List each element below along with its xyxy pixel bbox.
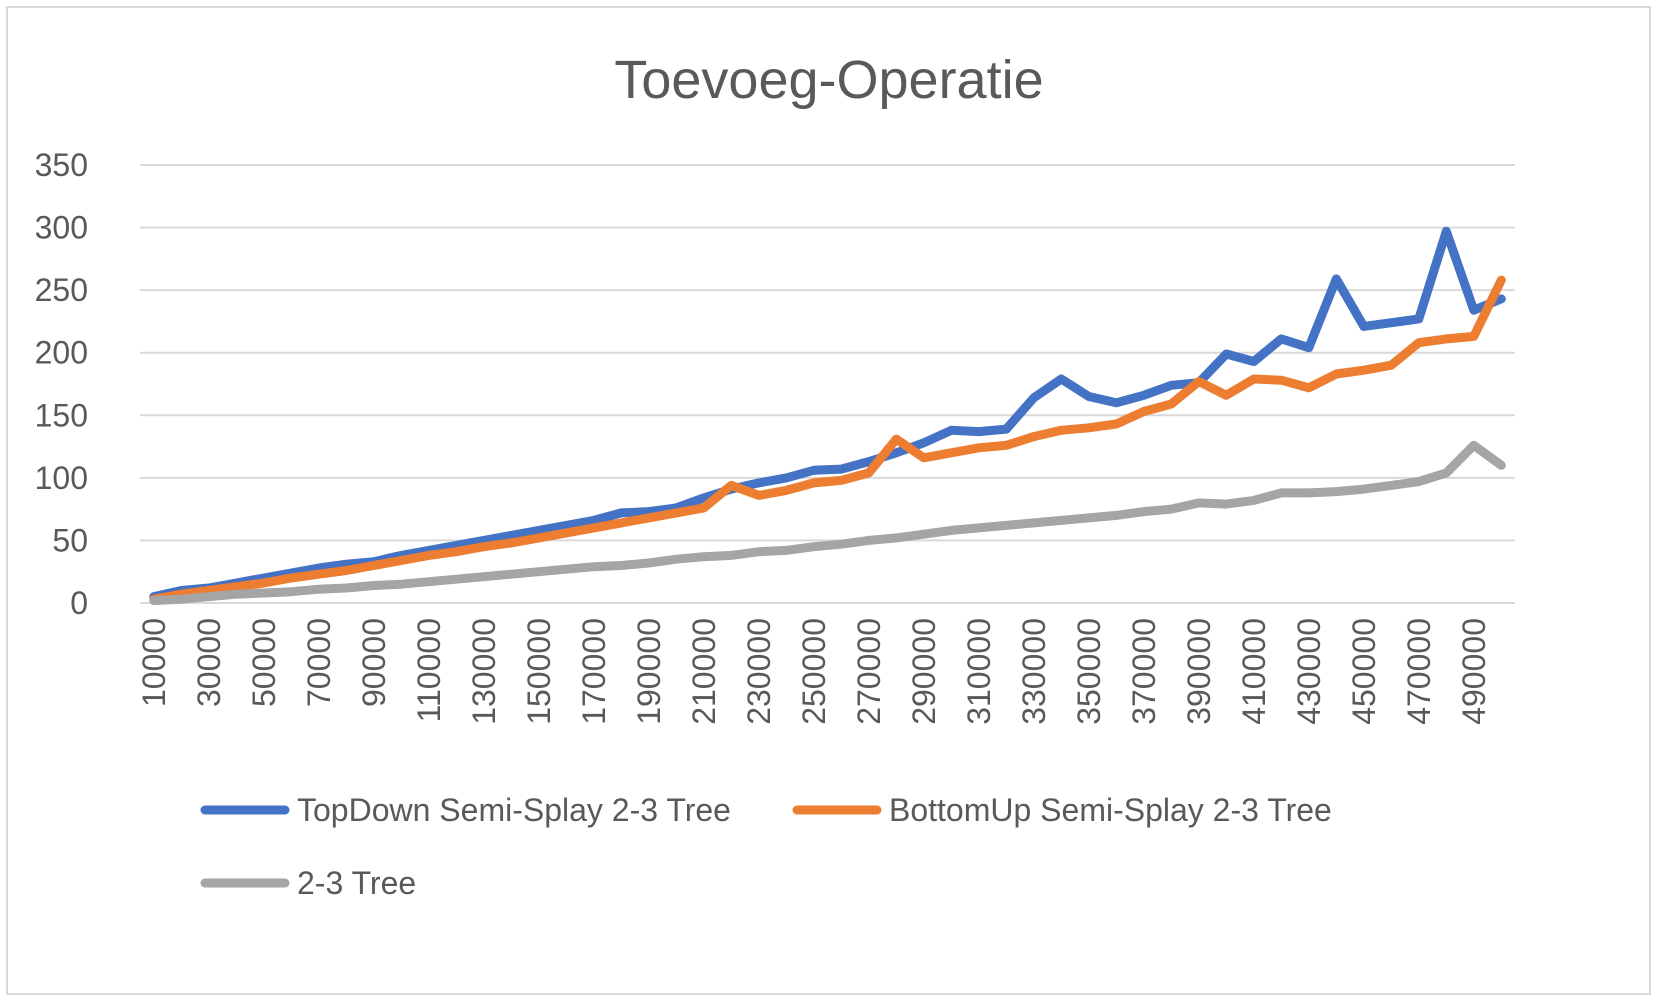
gridlines (140, 164, 1515, 604)
x-tick-label: 390000 (1181, 618, 1217, 725)
x-tick-label: 230000 (741, 618, 777, 725)
x-axis: 10000 30000 50000 70000 90000 110000 130000 150… (136, 618, 1492, 725)
x-tick-label: 470000 (1401, 618, 1437, 725)
legend-label-2: 2-3 Tree (297, 865, 416, 901)
x-tick-label: 490000 (1456, 618, 1492, 725)
x-tick-label: 190000 (631, 618, 667, 725)
series-line-1 (149, 275, 1506, 604)
x-tick-label: 450000 (1346, 618, 1382, 725)
y-tick-label: 350 (35, 147, 88, 183)
y-tick-label: 100 (35, 460, 88, 496)
x-tick-label: 90000 (356, 618, 392, 707)
x-tick-label: 10000 (136, 618, 172, 707)
y-tick-label: 150 (35, 397, 88, 433)
x-tick-label: 290000 (906, 618, 942, 725)
chart-frame (6, 6, 1651, 995)
x-tick-label: 150000 (521, 618, 557, 725)
x-tick-label: 130000 (466, 618, 502, 725)
y-tick-label: 0 (70, 585, 88, 621)
x-tick-label: 50000 (246, 618, 282, 707)
x-tick-label: 370000 (1126, 618, 1162, 725)
x-tick-label: 210000 (686, 618, 722, 725)
x-tick-label: 350000 (1071, 618, 1107, 725)
chart-title: Toevoeg-Operatie (614, 50, 1043, 110)
y-axis: 0 50 100 150 200 250 300 350 (35, 147, 88, 621)
y-tick-label: 300 (35, 210, 88, 246)
x-tick-label: 410000 (1236, 618, 1272, 725)
x-tick-label: 250000 (796, 618, 832, 725)
x-tick-label: 270000 (851, 618, 887, 725)
y-tick-label: 50 (52, 522, 88, 558)
x-tick-label: 70000 (301, 618, 337, 707)
x-tick-label: 110000 (411, 618, 447, 722)
legend: TopDown Semi-Splay 2-3 Tree BottomUp Semi… (200, 792, 1332, 901)
y-tick-label: 200 (35, 335, 88, 371)
y-tick-label: 250 (35, 272, 88, 308)
series-line-2 (149, 440, 1506, 605)
x-tick-label: 430000 (1291, 618, 1327, 725)
x-tick-label: 330000 (1016, 618, 1052, 725)
x-tick-label: 170000 (576, 618, 612, 725)
x-tick-label: 30000 (191, 618, 227, 707)
x-tick-label: 310000 (961, 618, 997, 725)
legend-label-0: TopDown Semi-Splay 2-3 Tree (297, 792, 731, 828)
legend-label-1: BottomUp Semi-Splay 2-3 Tree (889, 792, 1332, 828)
series-lines (149, 226, 1506, 605)
